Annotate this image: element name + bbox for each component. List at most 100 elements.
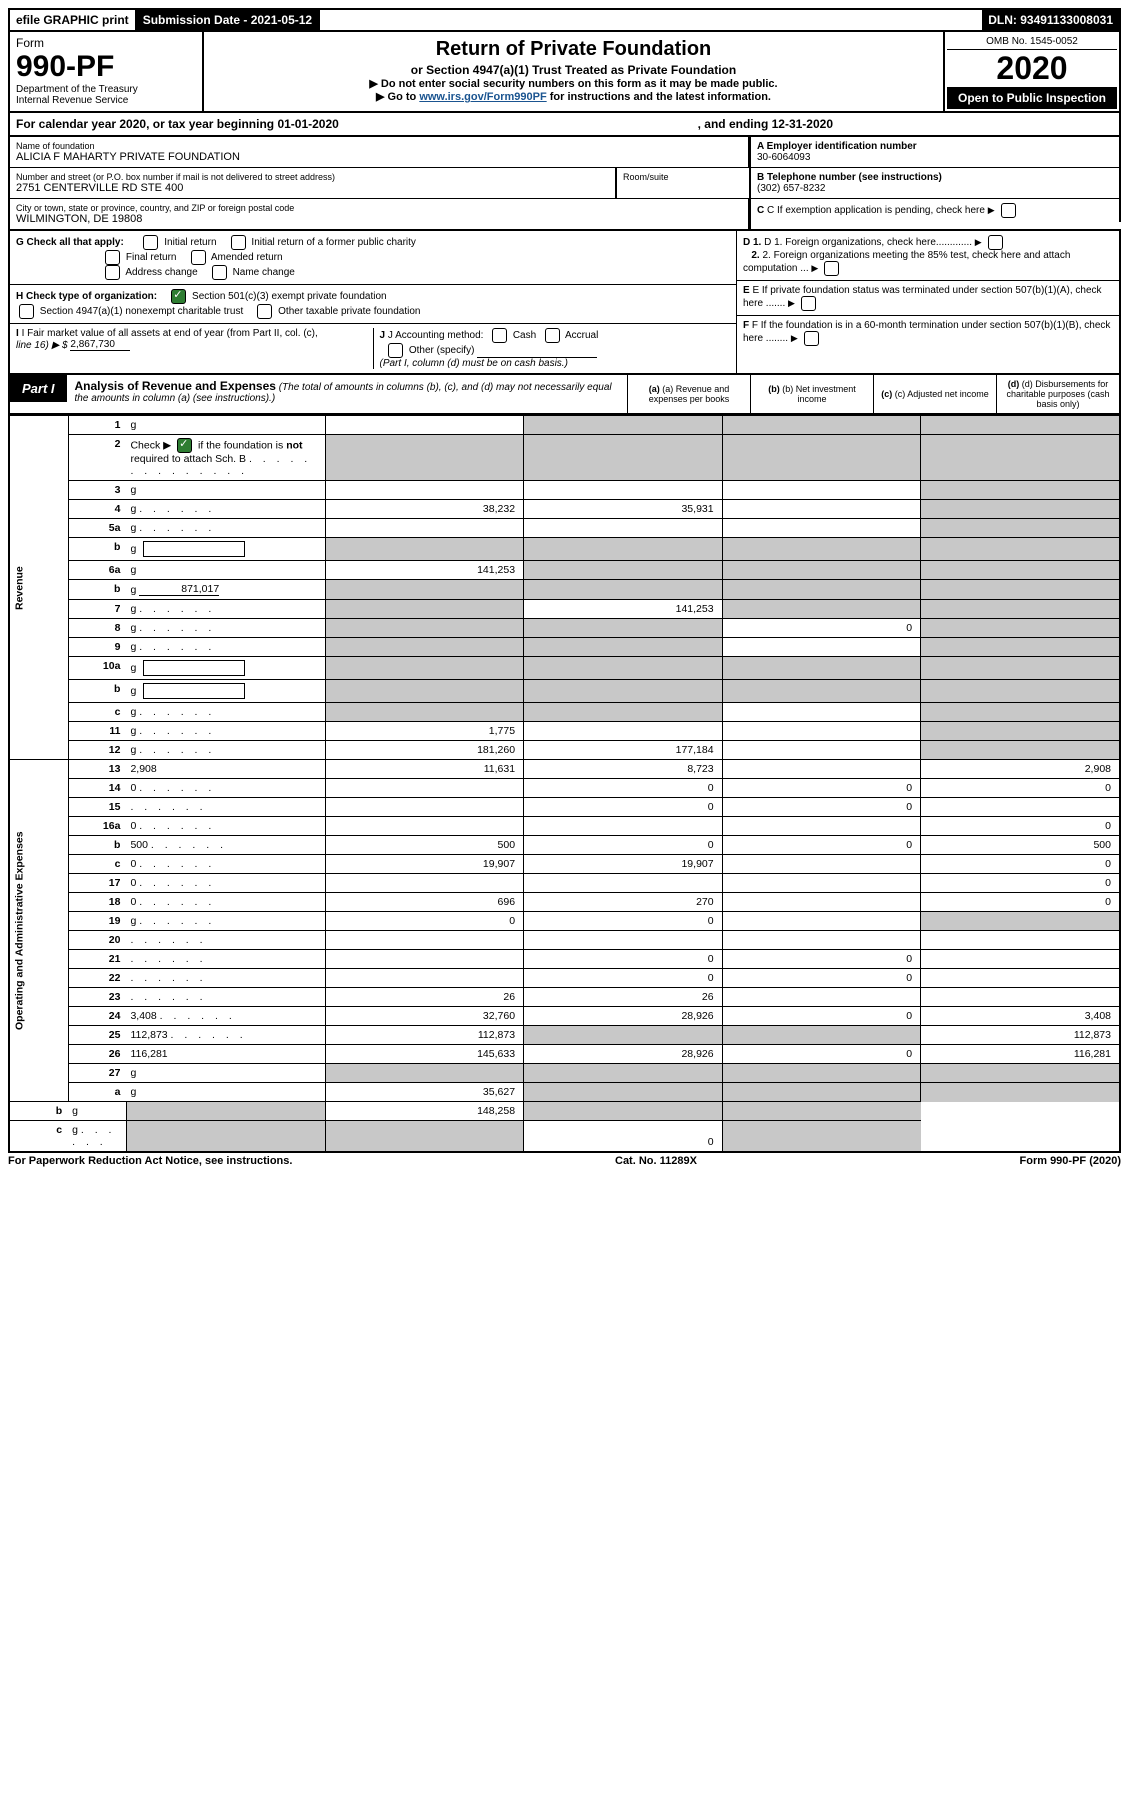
cell-value (524, 931, 723, 950)
cell-grey (722, 580, 921, 600)
cell-grey (921, 741, 1120, 760)
row-desc: . . . . . . (126, 931, 325, 950)
form-link[interactable]: www.irs.gov/Form990PF (419, 91, 546, 103)
table-row: 21 . . . . . .00 (9, 950, 1120, 969)
cell-grey (921, 619, 1120, 638)
f-checkbox[interactable] (804, 331, 819, 346)
part-1-desc: Analysis of Revenue and Expenses (The to… (67, 375, 627, 413)
row-number: 14 (68, 779, 126, 798)
cell-grey (921, 657, 1120, 680)
cell-value (722, 874, 921, 893)
table-row: b500 . . . . . .50000500 (9, 836, 1120, 855)
row-desc: g (126, 1083, 325, 1102)
table-row: bg (9, 680, 1120, 703)
cell-value: 11,631 (325, 760, 524, 779)
table-row: 180 . . . . . .6962700 (9, 893, 1120, 912)
row-number: 12 (68, 741, 126, 760)
footer-right: Form 990-PF (2020) (1020, 1155, 1122, 1167)
cell-value (722, 817, 921, 836)
cell-value (722, 760, 921, 779)
cell-value: 32,760 (325, 1007, 524, 1026)
g-amended-checkbox[interactable] (191, 250, 206, 265)
h-4947-checkbox[interactable] (19, 304, 34, 319)
part-1-label: Part I (10, 375, 67, 402)
cell-value: 0 (524, 969, 723, 988)
row-number: b (68, 680, 126, 703)
cell-grey (325, 580, 524, 600)
row-number: c (9, 1121, 68, 1153)
cell-value (325, 969, 524, 988)
cell-value: 26 (524, 988, 723, 1007)
g-name-checkbox[interactable] (212, 265, 227, 280)
j-other-checkbox[interactable] (388, 343, 403, 358)
city-label: City or town, state or province, country… (16, 203, 742, 213)
d1-checkbox[interactable] (988, 235, 1003, 250)
page-footer: For Paperwork Reduction Act Notice, see … (8, 1153, 1121, 1167)
j-accrual-checkbox[interactable] (545, 328, 560, 343)
d2-checkbox[interactable] (824, 261, 839, 276)
cell-grey (524, 538, 723, 561)
cell-value: 0 (722, 836, 921, 855)
g-address-checkbox[interactable] (105, 265, 120, 280)
cell-value (524, 481, 723, 500)
table-row: c0 . . . . . .19,90719,9070 (9, 855, 1120, 874)
row-desc: g (126, 416, 325, 435)
g-initial-former-checkbox[interactable] (231, 235, 246, 250)
h-other-checkbox[interactable] (257, 304, 272, 319)
cell-value: 28,926 (524, 1007, 723, 1026)
cell-grey (722, 1026, 921, 1045)
table-row: cg . . . . . .0 (9, 1121, 1120, 1153)
submission-date: Submission Date - 2021-05-12 (137, 10, 320, 30)
row-desc: g . . . . . . (126, 600, 325, 619)
row-number: 27 (68, 1064, 126, 1083)
row-number: 11 (68, 722, 126, 741)
cell-value (325, 798, 524, 817)
g-final-checkbox[interactable] (105, 250, 120, 265)
cell-grey (722, 538, 921, 561)
cell-value (325, 481, 524, 500)
cell-value (921, 950, 1120, 969)
table-row: 2Check ▶ if the foundation is not requir… (9, 435, 1120, 481)
cell-grey (921, 561, 1120, 580)
dln-label: DLN: 93491133008031 (982, 10, 1119, 30)
cell-value (722, 855, 921, 874)
cell-value: 112,873 (921, 1026, 1120, 1045)
cell-value: 0 (722, 950, 921, 969)
g-initial-checkbox[interactable] (143, 235, 158, 250)
row-desc: g . . . . . . (126, 619, 325, 638)
cell-grey (722, 416, 921, 435)
row-desc: g . . . . . . (126, 912, 325, 931)
cell-value (921, 798, 1120, 817)
cell-grey (722, 680, 921, 703)
table-row: 140 . . . . . .000 (9, 779, 1120, 798)
c-checkbox[interactable] (1001, 203, 1016, 218)
cell-value: 145,633 (325, 1045, 524, 1064)
part-1-header: Part I Analysis of Revenue and Expenses … (8, 375, 1121, 415)
name-value: ALICIA F MAHARTY PRIVATE FOUNDATION (16, 151, 742, 163)
top-bar: efile GRAPHIC print Submission Date - 20… (8, 8, 1121, 32)
cell-grey (325, 538, 524, 561)
cell-value (722, 638, 921, 657)
efile-label[interactable]: efile GRAPHIC print (10, 10, 137, 30)
cell-value (722, 481, 921, 500)
schb-checkbox[interactable] (177, 438, 192, 453)
j-cash-checkbox[interactable] (492, 328, 507, 343)
table-row: 25112,873 . . . . . .112,873112,873 (9, 1026, 1120, 1045)
cell-value (325, 874, 524, 893)
cell-grey (921, 1083, 1120, 1102)
table-row: 12g . . . . . .181,260177,184 (9, 741, 1120, 760)
open-public-label: Open to Public Inspection (947, 87, 1117, 109)
cell-grey (921, 638, 1120, 657)
row-desc: g . . . . . . (126, 519, 325, 538)
calendar-year-row: For calendar year 2020, or tax year begi… (8, 113, 1121, 137)
cell-grey (325, 600, 524, 619)
row-desc: g . . . . . . (126, 741, 325, 760)
table-row: 4g . . . . . .38,23235,931 (9, 500, 1120, 519)
ein-label: A Employer identification number (757, 141, 917, 152)
h-501c3-checkbox[interactable] (171, 289, 186, 304)
row-number: 6a (68, 561, 126, 580)
phone-label: B Telephone number (see instructions) (757, 172, 942, 183)
table-row: 27g (9, 1064, 1120, 1083)
e-checkbox[interactable] (801, 296, 816, 311)
caly-end: , and ending 12-31-2020 (698, 117, 833, 131)
